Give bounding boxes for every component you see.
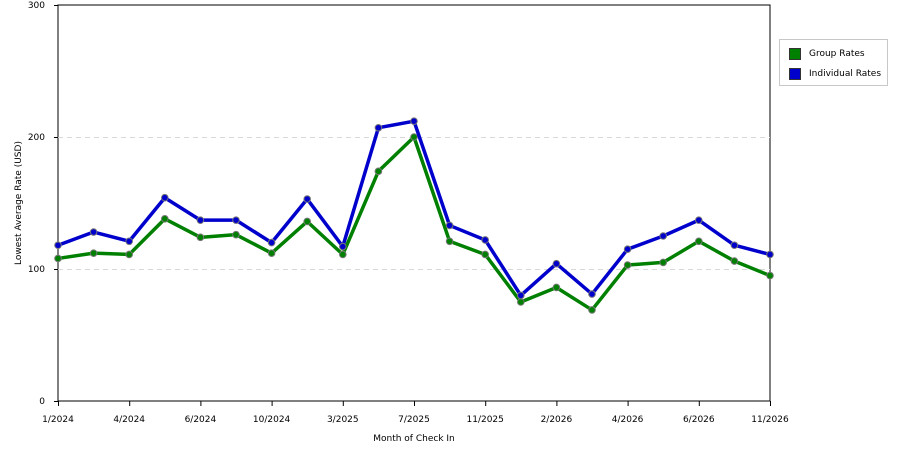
legend-item-individual: Individual Rates	[789, 68, 881, 80]
plot-area	[57, 4, 771, 402]
data-point-group	[588, 306, 596, 314]
x-tick-label: 6/2024	[185, 415, 217, 425]
x-tick-label: 4/2024	[113, 415, 145, 425]
data-point-group	[445, 237, 454, 246]
data-point-group	[267, 249, 276, 257]
x-tick-label: 2/2026	[541, 415, 573, 425]
data-point-individual	[552, 259, 561, 268]
data-point-group	[730, 257, 739, 265]
data-point-individual	[196, 216, 205, 224]
data-point-group	[303, 217, 312, 226]
data-point-group	[374, 167, 383, 176]
data-point-individual	[588, 290, 596, 298]
data-point-group	[695, 237, 703, 246]
data-point-group	[552, 283, 561, 292]
data-point-individual	[339, 242, 347, 251]
x-tick-label: 4/2026	[612, 415, 644, 425]
data-point-individual	[54, 241, 62, 250]
data-point-individual	[89, 228, 98, 236]
data-point-group	[517, 298, 525, 306]
data-point-individual	[659, 232, 668, 240]
data-point-group	[89, 249, 98, 257]
data-point-individual	[695, 216, 703, 224]
legend-label-individual: Individual Rates	[809, 69, 882, 79]
data-point-individual	[623, 245, 632, 253]
data-point-individual	[161, 193, 169, 202]
legend-label-group: Group Rates	[809, 49, 865, 59]
data-point-group	[54, 254, 62, 263]
data-point-individual	[232, 216, 240, 224]
data-point-individual	[125, 237, 133, 246]
x-tick-label: 7/2025	[398, 415, 430, 425]
y-axis-title: Lowest Average Rate (USD)	[14, 141, 24, 265]
y-tick-label: 0	[39, 397, 45, 407]
data-point-group	[623, 261, 632, 269]
legend: Group Rates Individual Rates	[779, 39, 888, 86]
x-axis-title: Month of Check In	[373, 434, 455, 444]
x-tick-label: 1/2024	[42, 415, 74, 425]
data-point-individual	[374, 123, 383, 132]
legend-swatch-individual	[789, 68, 801, 80]
data-point-individual	[410, 117, 418, 125]
data-point-individual	[730, 241, 739, 250]
x-tick-label: 11/2026	[751, 415, 789, 425]
y-tick-label: 100	[28, 265, 45, 275]
y-tick-label: 200	[28, 133, 45, 143]
data-point-individual	[766, 250, 774, 259]
x-tick-label: 10/2024	[253, 415, 291, 425]
data-point-group	[339, 250, 347, 259]
x-tick-label: 3/2025	[327, 415, 359, 425]
y-tick-label: 300	[28, 1, 45, 11]
data-point-group	[232, 230, 240, 239]
data-point-individual	[481, 236, 490, 244]
x-tick-label: 11/2025	[467, 415, 504, 425]
data-point-group	[659, 258, 668, 267]
data-point-group	[125, 250, 133, 259]
data-point-individual	[267, 238, 276, 247]
x-tick-label: 6/2026	[683, 415, 715, 425]
data-point-group	[161, 215, 169, 223]
legend-swatch-group	[789, 48, 801, 60]
data-point-individual	[445, 221, 454, 230]
legend-item-group: Group Rates	[789, 48, 865, 60]
data-point-individual	[303, 195, 312, 203]
data-point-group	[766, 271, 774, 280]
data-point-group	[481, 250, 490, 259]
data-point-group	[410, 133, 418, 141]
data-point-group	[196, 233, 205, 242]
data-point-individual	[517, 291, 525, 300]
